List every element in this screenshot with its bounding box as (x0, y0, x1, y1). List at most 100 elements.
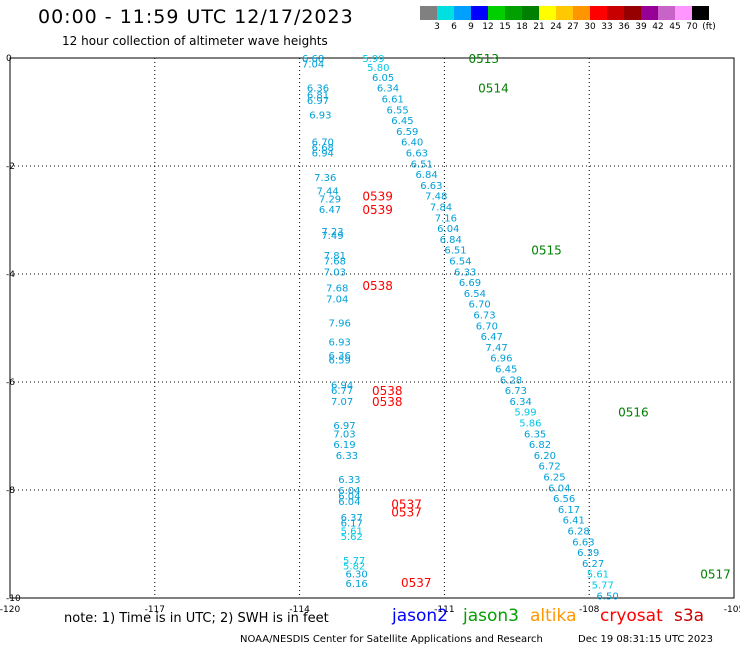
lat-tick-label: -10 (6, 594, 21, 604)
color-scale-label: 24 (550, 22, 562, 32)
color-scale-label: 39 (635, 22, 647, 32)
wave-height-value: 6.54 (449, 257, 471, 268)
pass-time-label: 0539 (362, 203, 393, 217)
wave-height-value: 6.61 (382, 95, 404, 106)
wave-height-value: 6.68 (302, 54, 324, 65)
color-swatch (624, 6, 641, 20)
wave-height-value: 6.36 (329, 351, 351, 362)
color-swatch (675, 6, 692, 20)
wave-height-value: 7.96 (329, 319, 351, 330)
wave-height-value: 5.61 (341, 527, 363, 538)
wave-height-value: 7.49 (321, 231, 343, 242)
footer-credit: NOAA/NESDIS Center for Satellite Applica… (240, 634, 543, 645)
wave-height-value: 6.33 (338, 475, 360, 486)
color-swatch (556, 6, 573, 20)
wave-height-value: 6.54 (464, 289, 486, 300)
wave-height-value: 7.03 (324, 267, 346, 278)
wave-height-value: 6.33 (454, 267, 476, 278)
chart-subtitle: 12 hour collection of altimeter wave hei… (62, 34, 328, 48)
wave-height-value: 6.20 (534, 451, 556, 462)
wave-height-value: 5.82 (343, 562, 365, 573)
pass-time-label: 0514 (478, 82, 509, 96)
wave-height-value: 6.70 (476, 321, 498, 332)
generated-timestamp: Dec 19 08:31:15 UTC 2023 (578, 634, 713, 645)
wave-height-value: 6.34 (510, 397, 532, 408)
legend-cryosat: cryosat (600, 606, 663, 626)
wave-height-value: 6.05 (372, 73, 394, 84)
wave-height-value: 6.70 (312, 138, 334, 149)
color-swatch (420, 6, 437, 20)
wave-height-value: 6.40 (401, 138, 423, 149)
wave-height-value: 6.97 (307, 96, 329, 107)
wave-height-value: 6.45 (495, 365, 517, 376)
pass-time-label: 0537 (401, 576, 432, 590)
wave-height-value: 7.04 (302, 59, 324, 70)
color-scale-label: 3 (434, 22, 440, 32)
color-scale-label: 6 (451, 22, 457, 32)
color-scale-label: 33 (601, 22, 613, 32)
wave-height-value: 6.93 (309, 111, 331, 122)
wave-height-value: 6.25 (543, 473, 565, 484)
color-swatch (539, 6, 556, 20)
pass-time-label: 0516 (618, 406, 649, 420)
lon-tick-label: -108 (579, 605, 600, 615)
wave-height-value: 5.77 (343, 556, 365, 567)
color-swatch (488, 6, 505, 20)
wave-height-value: 6.04 (338, 491, 360, 502)
color-scale-label: 12 (482, 22, 494, 32)
wave-height-value: 6.97 (333, 421, 355, 432)
lat-tick-label: -6 (6, 378, 15, 388)
wave-height-value: 6.96 (490, 354, 512, 365)
wave-height-value: 6.73 (473, 311, 495, 322)
wave-height-value: 5.80 (367, 63, 389, 74)
wave-height-value: 6.19 (333, 440, 355, 451)
wave-height-value: 6.63 (572, 537, 594, 548)
wave-height-value: 6.33 (336, 451, 358, 462)
color-swatch (471, 6, 488, 20)
pass-time-label: 0538 (372, 395, 403, 409)
wave-height-value: 7.47 (485, 343, 507, 354)
legend-altika: altika (530, 606, 577, 626)
wave-height-value: 6.51 (444, 246, 466, 257)
wave-height-value: 6.28 (567, 527, 589, 538)
wave-height-value: 7.03 (333, 429, 355, 440)
lon-tick-label: -117 (145, 605, 165, 615)
wave-height-value: 6.30 (345, 570, 367, 581)
wave-height-value: 6.93 (329, 338, 351, 349)
color-swatch (454, 6, 471, 20)
color-scale-labels: 3 6 9 12 15 18 21 24 27 30 33 36 39 42 45 70 (ft) (420, 22, 740, 34)
wave-height-value: 5.99 (362, 54, 384, 65)
lat-tick-label: 0 (6, 54, 12, 64)
wave-height-value: 6.04 (548, 483, 570, 494)
wave-height-value: 7.29 (319, 194, 341, 205)
pass-time-label: 0537 (391, 498, 422, 512)
wave-height-value: 6.04 (338, 486, 360, 497)
lat-tick-label: -4 (6, 270, 15, 280)
wave-height-value: 5.77 (592, 581, 614, 592)
wave-height-value: 6.63 (420, 181, 442, 192)
wave-height-value: 6.37 (341, 513, 363, 524)
legend-jason3: jason3 (463, 606, 519, 626)
color-swatch (505, 6, 522, 20)
wave-height-value: 6.27 (582, 559, 604, 570)
chart-title: 00:00 - 11:59 UTC 12/17/2023 (38, 6, 354, 28)
wave-height-value: 6.68 (312, 143, 334, 154)
wave-height-value: 6.34 (377, 84, 399, 95)
wave-height-value: 5.86 (519, 419, 541, 430)
legend-jason2: jason2 (392, 606, 448, 626)
color-scale-label: 36 (618, 22, 630, 32)
wave-height-value: 6.73 (505, 386, 527, 397)
wave-height-value: 6.70 (469, 300, 491, 311)
pass-time-label: 0517 (700, 568, 731, 582)
color-scale-label: 27 (567, 22, 579, 32)
wave-height-value: 6.39 (577, 548, 599, 559)
lat-tick-label: -2 (6, 162, 15, 172)
color-swatch (692, 6, 709, 20)
pass-time-label: 0515 (531, 244, 562, 258)
lat-tick-label: -8 (6, 486, 15, 496)
pass-time-label: 0537 (391, 506, 422, 520)
wave-height-value: 6.45 (391, 116, 413, 127)
wave-height-value: 6.84 (415, 170, 437, 181)
color-scale-label: (ft) (702, 22, 716, 32)
